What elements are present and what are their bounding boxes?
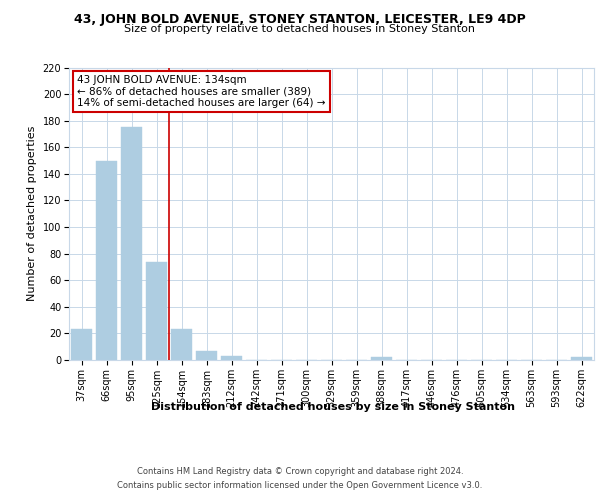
- Text: Contains public sector information licensed under the Open Government Licence v3: Contains public sector information licen…: [118, 481, 482, 490]
- Bar: [146, 262, 167, 360]
- Y-axis label: Number of detached properties: Number of detached properties: [27, 126, 37, 302]
- Bar: [96, 160, 117, 360]
- Bar: [571, 358, 592, 360]
- Bar: [221, 356, 242, 360]
- Bar: [121, 128, 142, 360]
- Text: Size of property relative to detached houses in Stoney Stanton: Size of property relative to detached ho…: [125, 24, 476, 34]
- Bar: [171, 330, 192, 360]
- Text: Contains HM Land Registry data © Crown copyright and database right 2024.: Contains HM Land Registry data © Crown c…: [137, 468, 463, 476]
- Bar: [196, 350, 217, 360]
- Bar: [71, 330, 92, 360]
- Text: 43 JOHN BOLD AVENUE: 134sqm
← 86% of detached houses are smaller (389)
14% of se: 43 JOHN BOLD AVENUE: 134sqm ← 86% of det…: [77, 75, 325, 108]
- Text: 43, JOHN BOLD AVENUE, STONEY STANTON, LEICESTER, LE9 4DP: 43, JOHN BOLD AVENUE, STONEY STANTON, LE…: [74, 12, 526, 26]
- Text: Distribution of detached houses by size in Stoney Stanton: Distribution of detached houses by size …: [151, 402, 515, 412]
- Bar: [371, 358, 392, 360]
